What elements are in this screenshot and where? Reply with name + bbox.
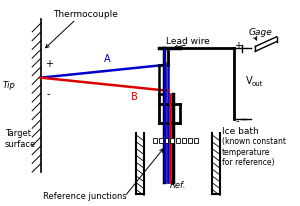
- Bar: [165, 138, 169, 143]
- Text: -: -: [236, 116, 239, 126]
- Bar: [182, 138, 186, 143]
- Bar: [188, 138, 192, 143]
- Text: Gage: Gage: [248, 28, 272, 37]
- Text: out: out: [251, 80, 263, 86]
- Text: B: B: [131, 92, 138, 102]
- Bar: [153, 138, 157, 143]
- Text: +: +: [45, 59, 53, 69]
- Text: Ref.: Ref.: [170, 180, 187, 189]
- Text: Thermocouple: Thermocouple: [53, 11, 118, 19]
- Bar: [176, 138, 180, 143]
- Text: (known constant
temperature
for reference): (known constant temperature for referenc…: [222, 136, 286, 166]
- Text: Ice bath: Ice bath: [222, 127, 259, 136]
- Text: Lead wire: Lead wire: [166, 36, 210, 45]
- Text: Tip: Tip: [3, 81, 16, 90]
- Text: V: V: [245, 75, 252, 85]
- Bar: [194, 138, 198, 143]
- Text: A: A: [104, 54, 110, 64]
- Text: -: -: [47, 89, 50, 99]
- Bar: [159, 138, 163, 143]
- Bar: [170, 138, 174, 143]
- Text: Reference junctions: Reference junctions: [43, 191, 127, 200]
- Text: +: +: [234, 40, 242, 50]
- Text: Target
surface: Target surface: [5, 129, 36, 148]
